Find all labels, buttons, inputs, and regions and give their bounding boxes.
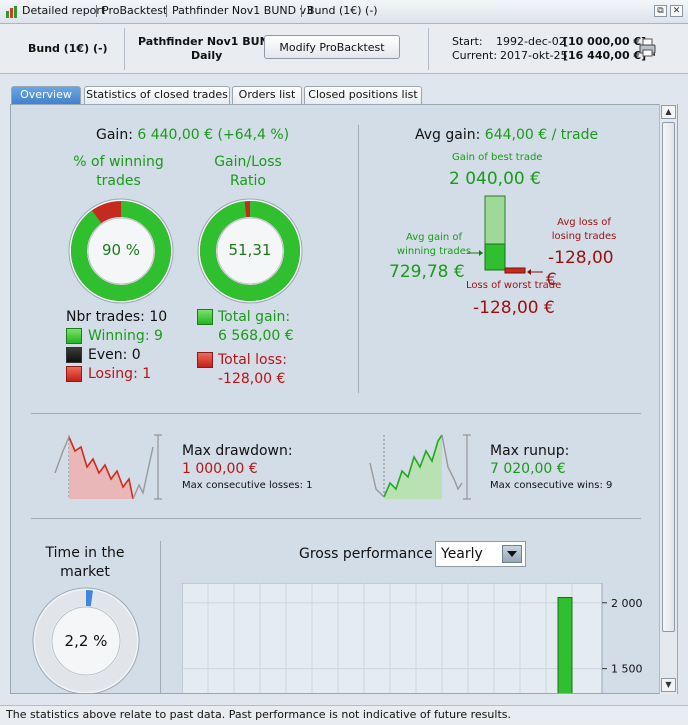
worst-trade-label: Loss of worst trade <box>466 280 562 291</box>
winning-trades-ring <box>68 198 174 304</box>
current-capital: [16 440,00 €] <box>563 49 647 62</box>
losing-swatch <box>66 366 82 382</box>
max-runup-value: 7 020,00 € <box>490 461 566 477</box>
section-divider-2 <box>160 541 161 693</box>
avg-win-label: Avg gain of winning trades <box>396 232 472 257</box>
max-runup-sparkline <box>369 434 471 500</box>
performance-bar <box>557 596 573 693</box>
vertical-scrollbar[interactable]: ▲ ▼ <box>659 104 677 694</box>
max-drawdown-value: 1 000,00 € <box>182 461 258 477</box>
printer-icon[interactable] <box>638 38 658 58</box>
period-select[interactable]: Yearly <box>435 541 526 567</box>
scroll-down-icon[interactable]: ▼ <box>661 678 676 692</box>
gain-summary: Gain: 6 440,00 € (+64,4 %) <box>96 127 289 143</box>
winning-trades-title: % of winning trades <box>73 154 164 189</box>
nbr-trades: Nbr trades: 10 <box>66 309 168 325</box>
avg-gain-summary: Avg gain: 644,00 € / trade <box>415 127 598 143</box>
chart-plot-area <box>182 583 603 693</box>
y-tick-label: 2 000 <box>611 597 643 610</box>
gain-value: 6 440,00 € (+64,4 %) <box>137 127 290 143</box>
title-system-name: Pathfinder Nov1 BUND v3 <box>172 4 314 17</box>
avg-loss-unit: € <box>546 270 557 290</box>
row-divider-2 <box>31 518 641 519</box>
avg-gain-bar-diagram <box>467 195 543 275</box>
gross-performance-chart: 2 000 1 500 <box>182 583 643 693</box>
period-select-value: Yearly <box>441 546 483 562</box>
max-runup-label: Max runup: <box>490 443 570 459</box>
start-label: Start: <box>452 35 483 48</box>
total-loss-swatch <box>197 352 213 368</box>
total-gain-label: Total gain: <box>218 309 291 325</box>
gain-loss-ring <box>197 198 303 304</box>
total-loss-value: -128,00 € <box>218 371 286 387</box>
instrument-name: Bund (1€) (-) <box>28 42 108 55</box>
chevron-down-icon[interactable] <box>502 545 522 563</box>
max-consecutive-wins: Max consecutive wins: 9 <box>490 480 613 491</box>
avg-loss-value: -128,00 <box>548 248 614 268</box>
start-date: 1992-dec-02 <box>496 35 566 48</box>
section-divider <box>358 125 359 393</box>
avg-loss-label: Avg loss of losing trades <box>551 217 617 242</box>
row-divider-1 <box>31 413 641 414</box>
best-trade-value: 2 040,00 € <box>449 169 541 189</box>
disclaimer-footer: The statistics above relate to past data… <box>0 705 688 725</box>
tab-statistics-closed-trades[interactable]: Statistics of closed trades <box>84 86 230 104</box>
max-drawdown-sparkline <box>54 434 162 500</box>
best-trade-label: Gain of best trade <box>452 152 543 163</box>
gross-performance-label: Gross performance <box>299 546 433 562</box>
close-window-icon[interactable]: ✕ <box>670 5 683 17</box>
even-swatch <box>66 347 82 363</box>
total-gain-swatch <box>197 309 213 325</box>
time-in-market-title: Time in the market <box>45 545 125 580</box>
report-icon <box>5 4 19 18</box>
report-header: Bund (1€) (-) Pathfinder Nov1 BUND v3 Da… <box>0 24 688 74</box>
scroll-up-icon[interactable]: ▲ <box>661 105 676 119</box>
title-probacktest: ProBacktest <box>102 4 168 17</box>
time-in-market-ring <box>32 587 140 693</box>
system-name: Pathfinder Nov1 BUND v3 <box>138 35 297 48</box>
y-tick-label: 1 500 <box>611 663 643 676</box>
scroll-thumb[interactable] <box>662 122 675 632</box>
current-date: 2017-okt-25 <box>500 49 568 62</box>
overview-panel: Gain: 6 440,00 € (+64,4 %) % of winning t… <box>10 104 678 694</box>
modify-probacktest-button[interactable]: Modify ProBacktest <box>264 35 400 59</box>
avg-win-value: 729,78 € <box>389 262 465 282</box>
total-gain-value: 6 568,00 € <box>218 328 294 344</box>
even-count: Even: 0 <box>88 347 141 363</box>
avg-gain-value: 644,00 € / trade <box>484 127 599 143</box>
losing-count: Losing: 1 <box>88 366 152 382</box>
start-capital: [10 000,00 €] <box>563 35 647 48</box>
avg-gain-label: Avg gain: <box>415 127 481 143</box>
gain-loss-ratio-value: 51,31 <box>228 241 272 259</box>
total-loss-label: Total loss: <box>218 352 287 368</box>
max-consecutive-losses: Max consecutive losses: 1 <box>182 480 313 491</box>
window-titlebar: Detailed report ProBacktest Pathfinder N… <box>0 0 688 24</box>
winning-swatch <box>66 328 82 344</box>
title-detailed-report: Detailed report <box>22 4 106 17</box>
gain-label: Gain: <box>96 127 133 143</box>
restore-window-icon[interactable]: ⧉ <box>654 5 667 17</box>
title-instrument: Bund (1€) (-) <box>307 4 378 17</box>
time-in-market-value: 2,2 % <box>64 632 108 650</box>
max-drawdown-label: Max drawdown: <box>182 443 293 459</box>
winning-count: Winning: 9 <box>88 328 163 344</box>
current-label: Current: <box>452 49 498 62</box>
tab-overview[interactable]: Overview <box>11 86 81 105</box>
worst-trade-value: -128,00 € <box>473 298 555 318</box>
tab-orders-list[interactable]: Orders list <box>232 86 302 104</box>
tab-closed-positions-list[interactable]: Closed positions list <box>304 86 422 104</box>
gain-loss-ratio-title: Gain/Loss Ratio <box>214 154 282 189</box>
winning-trades-percent: 90 % <box>101 241 141 259</box>
period-label: Daily <box>191 49 223 62</box>
